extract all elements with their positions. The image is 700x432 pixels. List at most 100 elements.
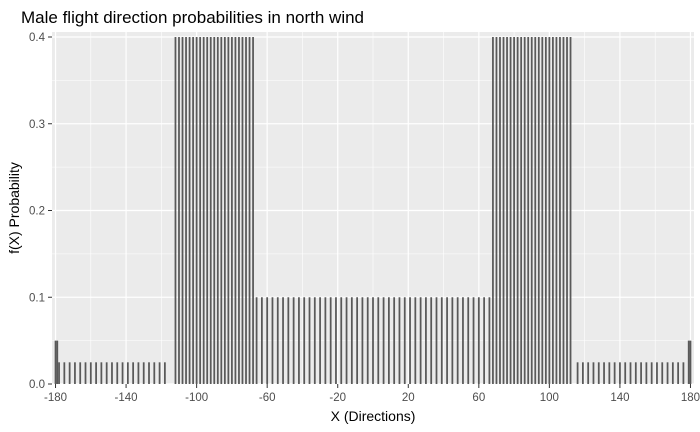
bar [329,297,332,384]
bar [195,37,198,384]
bar [213,37,216,384]
bar [425,297,427,384]
bar [206,37,209,384]
bar [100,362,103,384]
bar [387,297,390,384]
bar [492,37,494,384]
bar [308,297,311,384]
x-tick-label: -100 [185,392,208,404]
bar [477,297,480,384]
bar [520,37,523,384]
bar [238,37,240,384]
bar [513,37,515,384]
bar [303,297,306,384]
bar [382,297,385,384]
bar [324,297,327,384]
bar [587,362,590,384]
bar [231,37,233,384]
bar [462,297,464,384]
bar [245,37,247,384]
bar [456,297,459,384]
bar [319,297,321,384]
bar [68,362,71,384]
y-tick-label: 0.4 [29,32,46,44]
bar [142,362,145,384]
bar [472,297,475,384]
bar [56,340,59,384]
bar [105,362,108,384]
bar [499,37,501,384]
bar [220,37,223,384]
bar [677,362,680,384]
bar [227,37,230,384]
bar [597,362,600,384]
bar [608,362,611,384]
bar [209,37,212,384]
y-tick-label: 0.0 [29,379,45,391]
chart-title: Male flight direction probabilities in n… [21,8,364,27]
bar [430,297,433,384]
bar [440,297,443,384]
bar [393,297,396,384]
bar [527,37,530,384]
bar [298,297,300,384]
bar [446,297,448,384]
bar [661,362,664,384]
bar [516,37,519,384]
bar [361,297,364,384]
x-tick-label: -140 [115,392,138,404]
bar [624,362,627,384]
bar [467,297,470,384]
bar [345,297,348,384]
bar [223,37,226,384]
bar [544,37,547,384]
bar [509,37,512,384]
x-axis-title: X (Directions) [331,408,416,424]
bar [645,362,648,384]
y-tick-label: 0.2 [29,206,45,218]
bar [634,362,637,384]
bar [356,297,359,384]
bar [582,362,584,384]
bar [261,297,263,384]
bar [282,297,284,384]
bar [95,362,97,384]
x-axis: -180 -140 -100 -60 -20 20 60 100 140 180 [44,384,700,404]
bar [178,37,180,384]
bar [89,362,92,384]
bar [656,362,658,384]
bar [403,297,406,384]
bar [84,362,87,384]
bar [137,362,140,384]
x-tick-label: 20 [402,392,415,404]
bar [340,297,343,384]
bar [158,362,161,384]
bar [569,37,572,384]
x-tick-label: 100 [540,392,559,404]
y-tick-label: 0.1 [29,292,45,304]
bar [216,37,219,384]
bar [181,37,184,384]
y-axis: 0.0 0.1 0.2 0.3 0.4 [29,32,52,391]
bar [252,37,254,384]
bar [192,37,194,384]
bar [241,37,244,384]
bar [523,37,526,384]
bar [650,362,653,384]
x-tick-label: -180 [44,392,67,404]
bars [54,37,692,384]
bar [188,37,191,384]
bar [163,362,166,384]
bar [132,362,135,384]
bar [488,297,491,384]
bar [366,297,369,384]
bar [74,362,76,384]
bar [534,37,537,384]
bar [148,362,150,384]
bar [126,362,129,384]
bar [350,297,353,384]
bar [313,297,316,384]
bar [54,340,57,384]
x-tick-label: 140 [610,392,629,404]
